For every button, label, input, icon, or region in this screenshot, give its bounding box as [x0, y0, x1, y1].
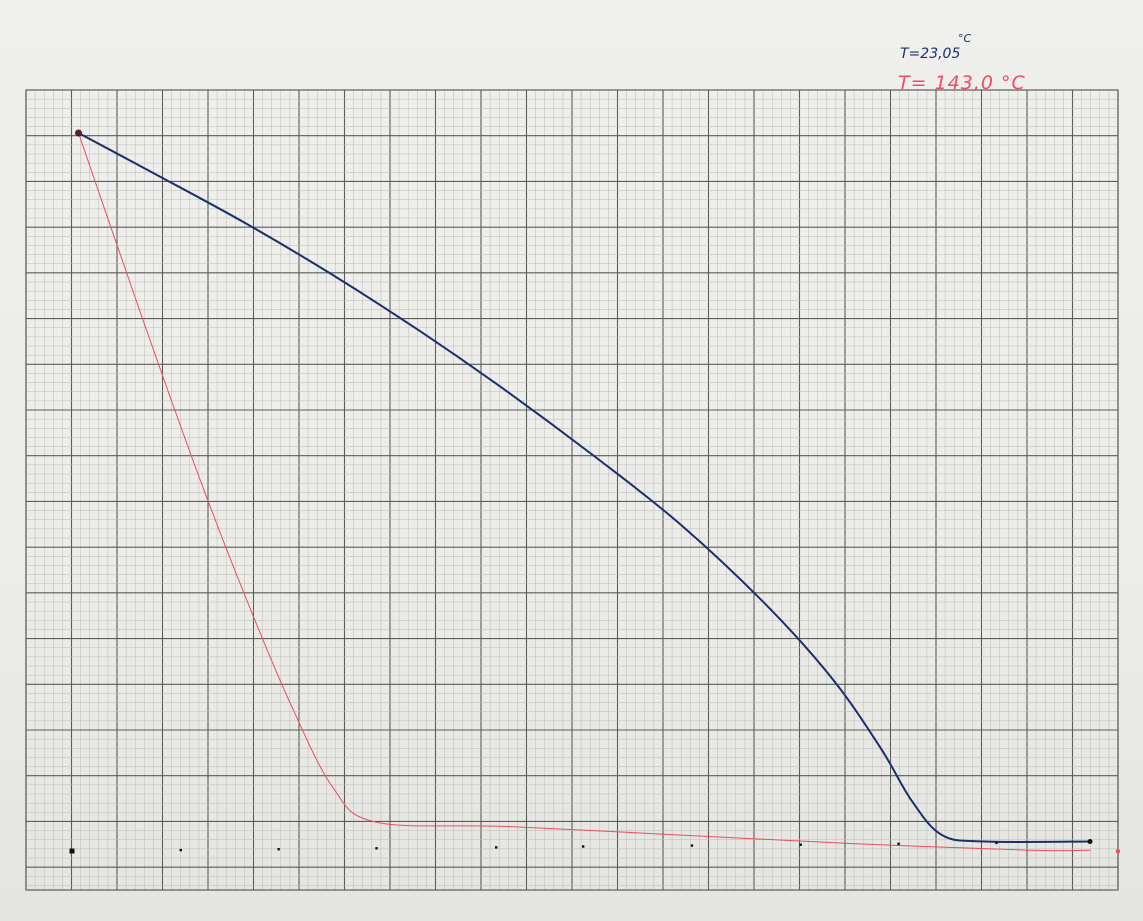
- blue-temperature-annotation: T=23,05 °C: [900, 32, 971, 62]
- blue-temperature-unit: °C: [958, 32, 972, 45]
- baseline-marker: [995, 841, 998, 845]
- series-line-red: [78, 132, 1091, 852]
- baseline-marker: [375, 847, 378, 850]
- baseline-marker: [581, 845, 585, 848]
- baseline-marker: [179, 848, 182, 852]
- baseline-marker: [799, 843, 802, 846]
- baseline-marker: [69, 848, 75, 854]
- baseline-marker: [897, 842, 900, 845]
- red-end-marker: [1115, 848, 1121, 854]
- blue-temperature-value: T=23,05: [900, 46, 961, 62]
- grid: [25, 89, 1119, 890]
- baseline-marker: [1088, 840, 1092, 844]
- series-line-blue: [77, 132, 1091, 843]
- baseline-marker: [494, 846, 498, 849]
- baseline-marker: [277, 848, 280, 851]
- grid-border: [25, 89, 1119, 891]
- start-point-marker: [75, 129, 83, 137]
- red-temperature-annotation: T= 143,0 °C: [898, 72, 1026, 94]
- baseline-marker: [690, 844, 694, 847]
